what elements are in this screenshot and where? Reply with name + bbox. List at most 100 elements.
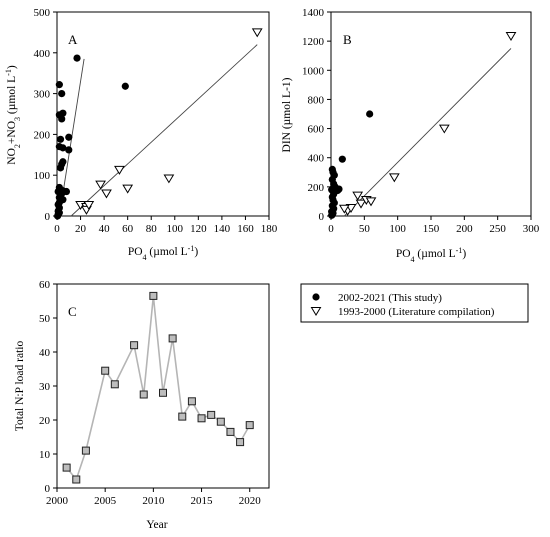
panel-b-ytick-label: 1000 [302, 65, 325, 77]
panel-a-point-circle [53, 212, 62, 220]
panel-a-xtick-label: 0 [54, 223, 60, 235]
panel-c-label: C [68, 304, 77, 319]
panel-c-point-square [236, 438, 245, 447]
panel-c-xtick-label: 2015 [191, 495, 214, 507]
panel-c: C Year Total N:P load ratio 2000 2005 2010… [14, 279, 270, 531]
panel-a-point-circle [56, 135, 65, 143]
panel-a-point-circle [65, 133, 73, 141]
panel-c-point-square [178, 412, 187, 421]
panel-b-ytick-label: 1400 [302, 7, 325, 19]
panel-c-point-square [245, 421, 254, 430]
panel-b-point-circle [335, 185, 343, 193]
panel-a-trendline [70, 44, 258, 217]
panel-c-point-square [216, 417, 225, 426]
legend-label-this-study: 2002-2021 (This study) [338, 292, 442, 304]
panel-c-ytick-label: 0 [45, 483, 51, 495]
panel-a-xtick-label: 160 [237, 223, 254, 235]
panel-a-xlabel: PO4 (µmol L-1) [128, 244, 199, 262]
panel-c-point-square [149, 291, 158, 300]
panel-c-ytick-label: 60 [39, 279, 51, 291]
panel-b-xlabel: PO4 (µmol L-1) [396, 246, 467, 264]
panel-b-point-triangle [338, 204, 350, 214]
panel-a-point-circle [58, 115, 66, 123]
panel-b-xtick-label: 100 [389, 223, 406, 235]
panel-b-xtick-label: 150 [423, 223, 440, 235]
panel-b-ylabel: DIN (µmol L-1) [281, 77, 293, 152]
panel-a-point-circle [121, 82, 129, 90]
panel-b: B PO4 (µmol L-1) DIN (µmol L-1) 0 50 100 15… [281, 7, 540, 264]
panel-c-point-square [226, 427, 235, 436]
panel-a-point-triangle [101, 189, 112, 199]
panel-c-point-square [197, 414, 206, 423]
panel-c-point-square [207, 410, 216, 419]
panel-c-series-line [66, 295, 251, 482]
panel-b-point-triangle [365, 197, 377, 207]
panel-a-xtick-label: 120 [190, 223, 207, 235]
panel-b-point-circle [338, 155, 346, 163]
panel-b-ytick-label: 800 [308, 94, 325, 106]
panel-a-point-circle [62, 187, 71, 196]
panel-b-ytick-label: 1200 [302, 36, 325, 48]
panel-c-point-square [168, 334, 177, 343]
panel-b-ytick-label: 0 [319, 211, 325, 223]
panel-a-ytick-label: 500 [34, 7, 51, 19]
panel-c-ytick-label: 10 [39, 449, 51, 461]
panel-a-point-circle [59, 196, 67, 204]
panel-a-ytick-label: 0 [45, 211, 51, 223]
panel-a-xtick-label: 60 [122, 223, 134, 235]
panel-c-xtick-label: 2010 [142, 495, 165, 507]
panel-b-point-triangle [352, 191, 364, 201]
panel-c-ytick-label: 30 [39, 381, 51, 393]
panel-b-ytick-label: 600 [308, 124, 325, 136]
panel-b-point-circle [328, 211, 336, 219]
panel-c-point-square [130, 341, 139, 350]
panel-c-point-square [110, 380, 119, 389]
panel-a-ytick-label: 400 [34, 48, 51, 60]
panel-b-xtick-label: 200 [456, 223, 473, 235]
panel-a-point-circle [55, 81, 63, 89]
panel-a-ylabel: NO2+NO3 (µmol L-1) [4, 65, 22, 165]
panel-b-ytick-label: 400 [308, 153, 325, 165]
panel-a-point-circle [54, 187, 62, 196]
panel-c-ytick-label: 50 [39, 313, 51, 325]
panel-a-frame [56, 11, 270, 217]
legend-marker-triangle [310, 307, 322, 316]
panel-a-xtick-label: 80 [146, 223, 158, 235]
panel-c-xtick-label: 2000 [46, 495, 69, 507]
panel-b-xtick-label: 0 [328, 223, 334, 235]
panel-b-trendline [344, 48, 512, 217]
panel-c-ytick-label: 20 [39, 415, 51, 427]
panel-b-point-triangle [345, 203, 357, 213]
panel-c-point-square [81, 446, 90, 455]
panel-c-ytick-label: 40 [39, 347, 51, 359]
panel-c-point-square [187, 397, 196, 406]
panel-a-xtick-label: 140 [214, 223, 231, 235]
panel-c-xtick-label: 2005 [94, 495, 117, 507]
panel-a-xtick-label: 20 [75, 223, 87, 235]
legend: 2002-2021 (This study) 1993-2000 (Litera… [300, 283, 529, 323]
panel-a-point-triangle [83, 200, 95, 210]
panel-a-point-triangle [251, 28, 263, 38]
panel-a-ytick-label: 200 [34, 129, 51, 141]
panel-c-point-square [101, 366, 110, 375]
panel-c-point-square [139, 390, 148, 399]
panel-c-xlabel: Year [146, 519, 167, 531]
panel-b-point-triangle [388, 173, 400, 183]
panel-a-point-circle [59, 144, 67, 152]
panel-a-point-triangle [163, 174, 175, 184]
panel-b-point-triangle [438, 124, 450, 134]
panel-a-point-circle [65, 146, 73, 154]
legend-box [300, 283, 529, 323]
panel-a-xtick-label: 40 [99, 223, 111, 235]
legend-label-literature: 1993-2000 (Literature compilation) [338, 306, 495, 318]
panel-a-label: A [68, 32, 78, 47]
panel-a: A PO4 (µmol L-1) NO2+NO3 (µmol L-1) 0 20 4… [4, 7, 278, 262]
panel-a-point-triangle [122, 184, 134, 194]
panel-b-point-triangle [355, 199, 367, 209]
panel-b-point-triangle [505, 32, 517, 42]
panel-a-point-circle [73, 54, 81, 62]
panel-a-ytick-label: 300 [34, 89, 51, 101]
panel-b-xtick-label: 300 [523, 223, 540, 235]
panel-a-xtick-label: 180 [261, 223, 278, 235]
